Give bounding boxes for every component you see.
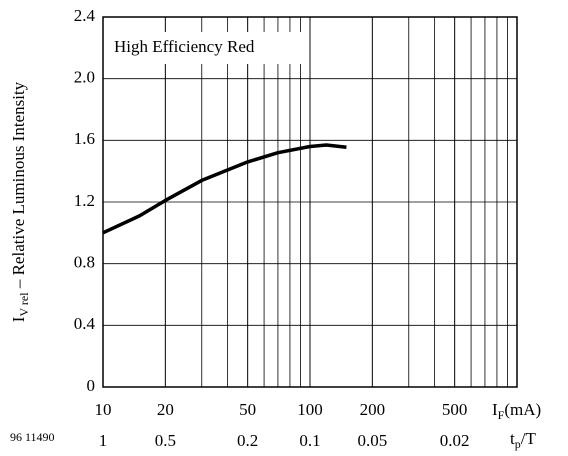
y-tick-label: 2.4 [74, 6, 96, 25]
y-tick-label: 0.8 [74, 253, 95, 272]
y-label-main: I [9, 316, 28, 322]
x2-tick-label: 0.2 [237, 431, 258, 450]
y-label-sub: V rel [17, 292, 31, 317]
x-tick-label: 200 [360, 400, 386, 419]
x2-axis-label: tp/T [510, 429, 536, 451]
x2-label-main: t [510, 429, 515, 448]
annotation-bg [108, 32, 304, 64]
y-tick-label: 1.2 [74, 191, 95, 210]
annotation: High Efficiency Red [114, 37, 255, 56]
x-label-rest: (mA) [504, 400, 541, 419]
x-label-main: I [492, 400, 498, 419]
y-label-rest: – Relative Luminous Intensity [9, 81, 28, 292]
x-tick-label: 50 [239, 400, 256, 419]
grid [102, 16, 517, 388]
y-axis-label: IV rel – Relative Luminous Intensity [9, 81, 31, 322]
x-tick-label: 20 [157, 400, 174, 419]
curve [102, 143, 347, 235]
x-tick-label: 500 [442, 400, 468, 419]
y-tick-label: 0.4 [74, 314, 96, 333]
x-axis-label: IF(mA) [492, 400, 541, 422]
x-tick-label: 10 [95, 400, 112, 419]
figure-code: 96 11490 [10, 430, 55, 444]
x2-label-sub: p [515, 437, 521, 451]
y-tick-label: 0 [87, 376, 96, 395]
x2-tick-label: 0.05 [357, 431, 387, 450]
y-tick-label: 2.0 [74, 68, 95, 87]
x2-tick-label: 1 [99, 431, 108, 450]
x-tick-label: 100 [297, 400, 323, 419]
x2-tick-label: 0.5 [155, 431, 176, 450]
x2-label-rest: /T [521, 429, 537, 448]
x2-tick-label: 0.1 [299, 431, 320, 450]
x-label-sub: F [498, 408, 505, 422]
y-tick-label: 1.6 [74, 129, 95, 148]
x2-tick-label: 0.02 [440, 431, 470, 450]
